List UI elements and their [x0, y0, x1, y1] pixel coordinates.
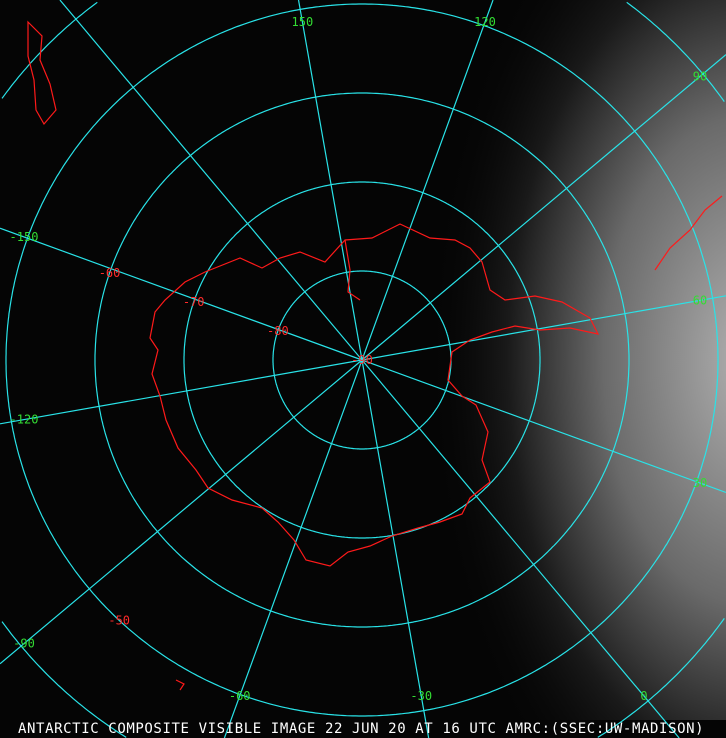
latitude-circle: [5, 3, 719, 717]
meridian-line: [361, 0, 494, 361]
longitude-label: -30: [410, 689, 432, 703]
meridian-line: [361, 295, 726, 361]
latitude-circle: [183, 181, 541, 539]
longitude-label: 60: [693, 293, 707, 307]
meridian-line: [361, 359, 430, 738]
longitude-label: 0: [640, 689, 647, 703]
longitude-label: 30: [693, 476, 707, 490]
meridian-line: [361, 54, 726, 361]
latitude-label: -80: [267, 324, 289, 338]
meridian-line: [0, 359, 363, 425]
meridian-line: [361, 359, 726, 494]
cloud-imagery: [300, 0, 726, 720]
longitude-label: 150: [292, 15, 314, 29]
meridian-line: [361, 359, 680, 738]
meridian-line: [223, 359, 363, 738]
meridian-line: [0, 359, 363, 665]
latitude-label: -70: [183, 295, 205, 309]
south-america-tip: [654, 195, 723, 271]
latitude-label: -90: [351, 353, 373, 367]
latitude-label: -50: [108, 613, 130, 627]
longitude-label: 90: [693, 69, 707, 83]
latitude-label: -60: [99, 266, 121, 280]
antarctica-coastline: [27, 20, 723, 691]
latitude-circle: [272, 270, 452, 450]
grid-labels: 150 120 90 60 30 0 -30 -60 -90 -120 -150 -90 -80 -70 -…: [10, 15, 708, 703]
new-zealand-coast: [27, 20, 57, 126]
meridian-line: [59, 0, 363, 361]
longitude-label: -60: [229, 689, 251, 703]
longitude-label: 120: [474, 15, 496, 29]
meridian-line: [297, 0, 363, 361]
longitude-label: -150: [10, 230, 39, 244]
meridian-line: [0, 227, 363, 361]
image-caption: ANTARCTIC COMPOSITE VISIBLE IMAGE 22 JUN…: [18, 721, 705, 737]
island-speck: [175, 679, 185, 691]
antarctica-coast: [149, 223, 600, 567]
ross-ice-shelf-edge: [344, 239, 361, 301]
longitude-label: -120: [10, 413, 39, 427]
longitude-label: -90: [13, 637, 35, 651]
latitude-circle: [94, 92, 630, 628]
